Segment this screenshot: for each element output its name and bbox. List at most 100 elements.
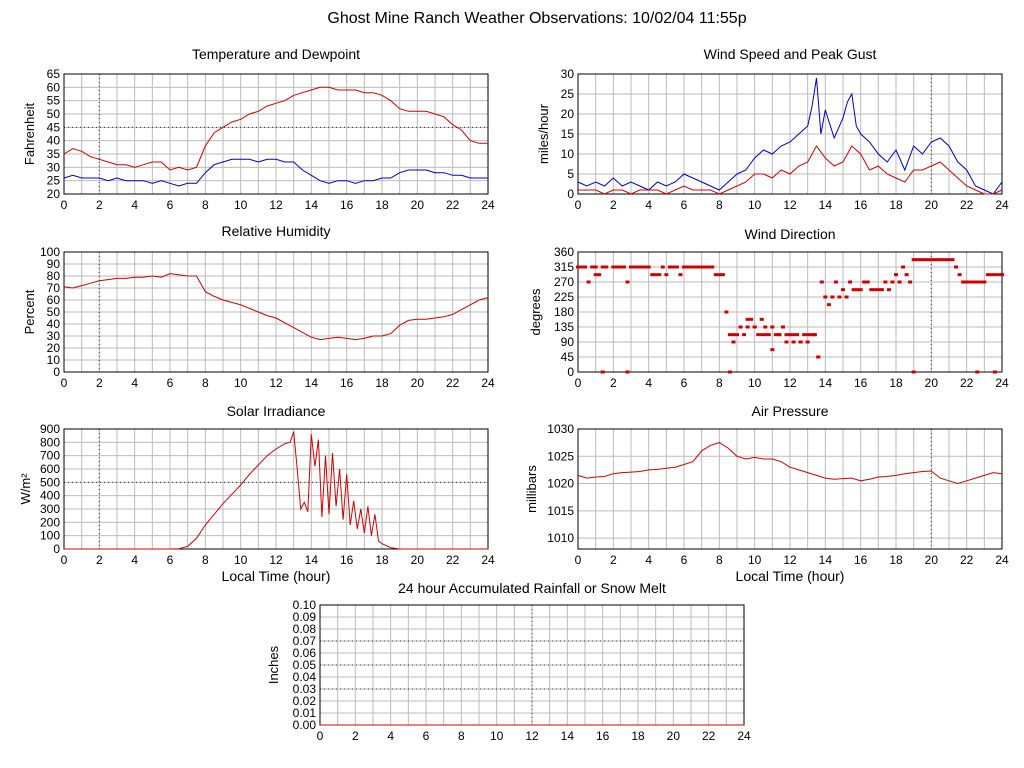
data-point bbox=[699, 265, 704, 269]
y-axis-label: degrees bbox=[528, 288, 543, 335]
x-tick-label: 16 bbox=[854, 553, 868, 567]
data-point bbox=[749, 317, 754, 321]
x-tick-label: 6 bbox=[167, 553, 174, 567]
data-point bbox=[841, 288, 845, 292]
data-point bbox=[985, 273, 990, 277]
data-point bbox=[639, 265, 644, 269]
x-tick-label: 20 bbox=[411, 553, 425, 567]
data-point bbox=[883, 280, 888, 284]
chart-title: Wind Speed and Peak Gust bbox=[704, 46, 877, 62]
chart-title: Solar Irradiance bbox=[227, 403, 326, 419]
x-tick-label: 16 bbox=[340, 198, 354, 212]
data-point bbox=[780, 325, 785, 329]
x-tick-label: 10 bbox=[234, 553, 248, 567]
y-tick-label: 70 bbox=[47, 281, 61, 295]
data-point bbox=[664, 273, 669, 277]
y-tick-label: 400 bbox=[40, 489, 60, 503]
data-point bbox=[586, 280, 591, 284]
gridlines bbox=[63, 428, 489, 550]
data-point bbox=[805, 333, 810, 337]
x-tick-label: 24 bbox=[481, 553, 495, 567]
data-point bbox=[632, 265, 637, 269]
x-tick-label: 0 bbox=[61, 376, 68, 390]
data-point bbox=[614, 265, 619, 269]
x-tick-label: 8 bbox=[202, 376, 209, 390]
x-tick-label: 2 bbox=[610, 376, 617, 390]
data-point bbox=[971, 280, 976, 284]
data-point bbox=[724, 310, 729, 314]
data-point bbox=[879, 288, 884, 292]
data-point bbox=[901, 265, 906, 269]
y-tick-label: 30 bbox=[47, 329, 61, 343]
x-tick-label: 2 bbox=[96, 553, 103, 567]
x-tick-label: 12 bbox=[525, 729, 539, 743]
data-point bbox=[735, 333, 739, 337]
series-line-0 bbox=[63, 273, 489, 341]
x-tick-label: 18 bbox=[889, 198, 903, 212]
x-tick-label: 20 bbox=[667, 729, 681, 743]
data-point bbox=[752, 325, 757, 329]
x-tick-label: 0 bbox=[575, 553, 582, 567]
data-point bbox=[911, 370, 916, 374]
data-point bbox=[763, 333, 768, 337]
data-point bbox=[742, 333, 747, 337]
data-point bbox=[968, 280, 973, 284]
y-tick-label: 0.09 bbox=[293, 610, 317, 624]
x-tick-label: 22 bbox=[446, 553, 460, 567]
data-point bbox=[703, 265, 708, 269]
x-tick-label: 14 bbox=[819, 198, 833, 212]
data-point bbox=[600, 265, 605, 269]
y-tick-label: 55 bbox=[47, 94, 61, 108]
y-tick-label: 60 bbox=[47, 80, 61, 94]
data-point bbox=[745, 325, 750, 329]
x-tick-label: 24 bbox=[995, 553, 1009, 567]
y-tick-label: 0 bbox=[53, 365, 60, 379]
data-point bbox=[597, 273, 602, 277]
data-point bbox=[667, 265, 672, 269]
data-point bbox=[851, 288, 856, 292]
x-tick-label: 0 bbox=[317, 729, 324, 743]
plot-frame bbox=[577, 73, 1003, 195]
data-point bbox=[947, 258, 951, 262]
y-tick-label: 600 bbox=[40, 462, 60, 476]
data-point bbox=[604, 265, 609, 269]
data-point bbox=[689, 265, 694, 269]
data-point bbox=[823, 295, 828, 299]
x-tick-label: 16 bbox=[596, 729, 610, 743]
data-point bbox=[600, 370, 605, 374]
y-tick-label: 225 bbox=[554, 290, 574, 304]
x-tick-label: 16 bbox=[854, 198, 868, 212]
data-point bbox=[816, 355, 821, 359]
y-tick-label: 0.10 bbox=[293, 598, 317, 612]
x-tick-label: 2 bbox=[610, 198, 617, 212]
data-point bbox=[830, 295, 835, 299]
x-tick-label: 18 bbox=[889, 553, 903, 567]
x-tick-label: 4 bbox=[131, 553, 138, 567]
data-point bbox=[812, 333, 817, 337]
y-tick-label: 0.07 bbox=[293, 634, 317, 648]
data-point bbox=[653, 273, 658, 277]
x-axis-label: Local Time (hour) bbox=[222, 568, 331, 584]
x-tick-label: 12 bbox=[783, 553, 797, 567]
y-tick-label: 20 bbox=[561, 107, 575, 121]
x-tick-label: 8 bbox=[716, 553, 723, 567]
data-point bbox=[795, 333, 800, 337]
data-point bbox=[784, 333, 789, 337]
data-point bbox=[929, 258, 934, 262]
y-tick-label: 0.02 bbox=[293, 694, 317, 708]
y-tick-label: 30 bbox=[561, 67, 575, 81]
chart-title: Temperature and Dewpoint bbox=[192, 46, 360, 62]
data-point bbox=[738, 325, 743, 329]
plot-frame bbox=[63, 251, 489, 373]
x-tick-label: 2 bbox=[96, 376, 103, 390]
data-point bbox=[727, 370, 732, 374]
data-point bbox=[855, 288, 860, 292]
y-tick-label: 65 bbox=[47, 67, 61, 81]
x-tick-label: 18 bbox=[631, 729, 645, 743]
y-axis-label: miles/hour bbox=[536, 103, 551, 164]
plot-frame bbox=[63, 428, 489, 550]
x-tick-label: 12 bbox=[269, 553, 283, 567]
x-tick-label: 2 bbox=[352, 729, 359, 743]
y-tick-label: 60 bbox=[47, 293, 61, 307]
